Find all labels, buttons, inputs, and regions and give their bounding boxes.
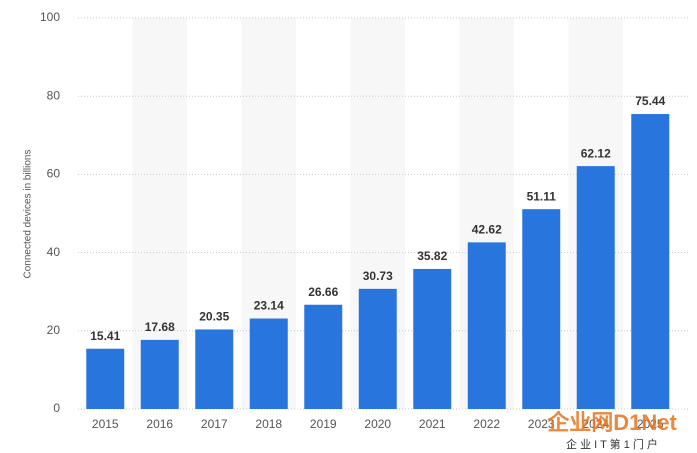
y-axis-label: Connected devices in billions bbox=[23, 150, 34, 279]
x-tick-label: 2018 bbox=[255, 417, 282, 431]
value-label: 20.35 bbox=[199, 310, 229, 324]
x-tick-label: 2019 bbox=[310, 417, 337, 431]
x-tick-label: 2020 bbox=[364, 417, 391, 431]
bar bbox=[358, 288, 397, 409]
bar bbox=[249, 318, 288, 409]
bar bbox=[413, 268, 452, 409]
watermark: 企业网D1Net bbox=[546, 410, 677, 435]
x-tick-label: 2023 bbox=[528, 417, 555, 431]
bar bbox=[467, 242, 506, 409]
y-tick-label: 20 bbox=[47, 323, 61, 337]
x-tick-label: 2015 bbox=[92, 417, 119, 431]
y-tick-label: 60 bbox=[47, 167, 61, 181]
value-label: 51.11 bbox=[527, 189, 557, 203]
watermark-sub: 企 业 I T 第 1 门 户 bbox=[566, 437, 658, 451]
value-label: 17.68 bbox=[145, 320, 175, 334]
value-label: 62.12 bbox=[581, 146, 611, 160]
y-tick-label: 40 bbox=[47, 245, 61, 259]
y-tick-label: 80 bbox=[47, 88, 61, 102]
x-tick-label: 2017 bbox=[201, 417, 228, 431]
bar bbox=[304, 304, 343, 409]
bar bbox=[576, 166, 615, 409]
x-tick-label: 2016 bbox=[146, 417, 173, 431]
bar bbox=[522, 209, 561, 409]
bar bbox=[86, 348, 125, 409]
value-label: 42.62 bbox=[472, 223, 502, 237]
value-label: 75.44 bbox=[635, 94, 665, 108]
x-tick-label: 2024 bbox=[582, 417, 609, 431]
value-label: 26.66 bbox=[308, 285, 338, 299]
x-tick-label: 2022 bbox=[473, 417, 500, 431]
x-tick-label: 2021 bbox=[419, 417, 446, 431]
bar bbox=[140, 339, 179, 409]
y-tick-label: 0 bbox=[53, 401, 60, 415]
value-label: 30.73 bbox=[363, 269, 393, 283]
y-tick-label: 100 bbox=[40, 10, 60, 24]
value-label: 23.14 bbox=[254, 299, 284, 313]
value-label: 35.82 bbox=[417, 249, 447, 263]
bar bbox=[631, 114, 670, 409]
value-label: 15.41 bbox=[90, 329, 120, 343]
x-tick-label: 2025 bbox=[637, 417, 664, 431]
bar bbox=[195, 329, 234, 409]
